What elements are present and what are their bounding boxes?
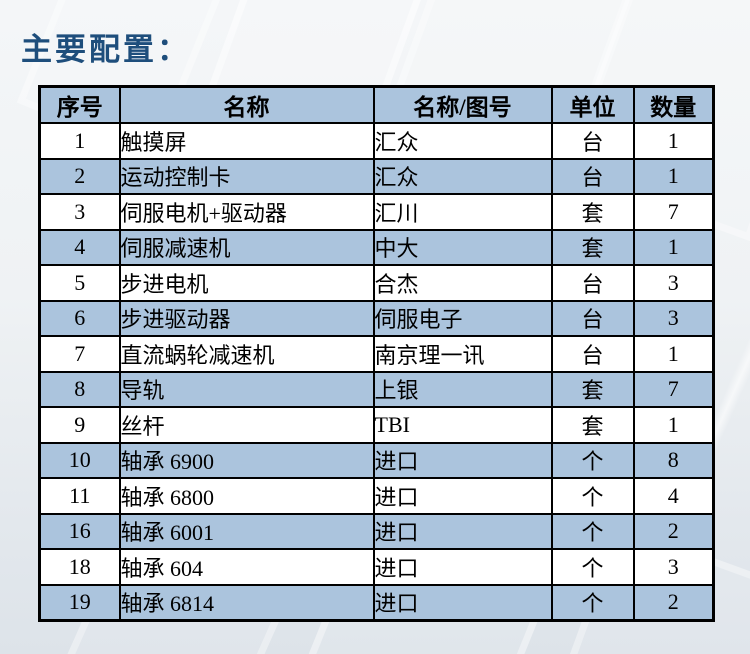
table-cell: 进口 <box>372 548 553 586</box>
table-cell: 2 <box>632 583 715 621</box>
table-cell: 7 <box>632 370 715 408</box>
table-cell: 10 <box>38 441 121 479</box>
table-cell: 套 <box>550 370 635 408</box>
table-cell: 1 <box>38 122 121 160</box>
table-cell: 直流蜗轮减速机 <box>118 335 375 373</box>
table-row: 19 轴承 6814 进口个 2 <box>38 583 715 621</box>
table-cell: 台 <box>550 299 635 337</box>
table-row: 18 轴承 604 进口个 3 <box>38 548 715 586</box>
config-table: 序号 名称 名称/图号 单位 数量 1 触摸屏 汇众台 1 2 运动控制卡 汇众台 1 3 伺服电机+驱动… <box>38 85 715 622</box>
table-row: 4 伺服减速机 中大套 1 <box>38 228 715 266</box>
table-cell: 个 <box>550 512 635 550</box>
table-cell: 轴承 6800 <box>118 477 375 515</box>
table-cell: 步进电机 <box>118 264 375 302</box>
table-row: 3 伺服电机+驱动器 汇川套 7 <box>38 193 715 231</box>
table-cell: 1 <box>632 406 715 444</box>
table-cell: 触摸屏 <box>118 122 375 160</box>
table-cell: 个 <box>550 477 635 515</box>
table-cell: 套 <box>550 228 635 266</box>
table-row: 16 轴承 6001 进口个 2 <box>38 512 715 550</box>
table-cell: 7 <box>632 193 715 231</box>
table-cell: 丝杆 <box>118 406 375 444</box>
table-cell: 步进驱动器 <box>118 299 375 337</box>
table-cell: 个 <box>550 548 635 586</box>
table-row: 11 轴承 6800 进口个 4 <box>38 477 715 515</box>
table-cell: 汇众 <box>372 157 553 195</box>
table-cell: 11 <box>38 477 121 515</box>
table-row: 10 轴承 6900 进口个 8 <box>38 441 715 479</box>
table-cell: 5 <box>38 264 121 302</box>
table-cell: 19 <box>38 583 121 621</box>
table-head: 序号 名称 名称/图号 单位 数量 <box>38 85 715 124</box>
table-row: 2 运动控制卡 汇众台 1 <box>38 157 715 195</box>
table-cell: 进口 <box>372 512 553 550</box>
table-cell: 6 <box>38 299 121 337</box>
header-cell: 序号 <box>38 85 121 124</box>
table-cell: 个 <box>550 441 635 479</box>
table-cell: 1 <box>632 335 715 373</box>
table-cell: 3 <box>632 299 715 337</box>
table-row: 8 导轨 上银套 7 <box>38 370 715 408</box>
table-body: 1 触摸屏 汇众台 1 2 运动控制卡 汇众台 1 3 伺服电机+驱动器 汇川套 7 4 伺服减速机 中大套… <box>38 122 715 621</box>
table-cell: 轴承 6814 <box>118 583 375 621</box>
table-row: 1 触摸屏 汇众台 1 <box>38 122 715 160</box>
table-cell: 伺服电机+驱动器 <box>118 193 375 231</box>
header-cell: 名称/图号 <box>372 85 553 124</box>
table-cell: TBI <box>372 406 553 444</box>
table-cell: 运动控制卡 <box>118 157 375 195</box>
header-cell: 单位 <box>550 85 635 124</box>
table-row: 5 步进电机 合杰台 3 <box>38 264 715 302</box>
table-cell: 2 <box>632 512 715 550</box>
table-cell: 套 <box>550 193 635 231</box>
header-cell: 名称 <box>118 85 375 124</box>
table-cell: 7 <box>38 335 121 373</box>
table-cell: 4 <box>632 477 715 515</box>
table-cell: 轴承 604 <box>118 548 375 586</box>
table-cell: 台 <box>550 122 635 160</box>
table-cell: 9 <box>38 406 121 444</box>
table-cell: 上银 <box>372 370 553 408</box>
table-cell: 16 <box>38 512 121 550</box>
table-cell: 轴承 6001 <box>118 512 375 550</box>
table-cell: 1 <box>632 122 715 160</box>
table-header-row: 序号 名称 名称/图号 单位 数量 <box>38 85 715 124</box>
table-cell: 中大 <box>372 228 553 266</box>
page-title: 主要配置： <box>21 32 191 67</box>
table-cell: 伺服减速机 <box>118 228 375 266</box>
table-cell: 3 <box>38 193 121 231</box>
table-cell: 导轨 <box>118 370 375 408</box>
table-cell: 伺服电子 <box>372 299 553 337</box>
table-cell: 8 <box>632 441 715 479</box>
table-row: 6 步进驱动器 伺服电子台 3 <box>38 299 715 337</box>
table-cell: 进口 <box>372 583 553 621</box>
table-cell: 个 <box>550 583 635 621</box>
table-cell: 台 <box>550 264 635 302</box>
header-cell: 数量 <box>632 85 715 124</box>
table-cell: 8 <box>38 370 121 408</box>
table-cell: 进口 <box>372 441 553 479</box>
table-row: 7 直流蜗轮减速机 南京理一讯台 1 <box>38 335 715 373</box>
table-cell: 汇川 <box>372 193 553 231</box>
table-cell: 4 <box>38 228 121 266</box>
table-row: 9 丝杆 TBI 套 1 <box>38 406 715 444</box>
table-cell: 18 <box>38 548 121 586</box>
table-cell: 3 <box>632 548 715 586</box>
table-cell: 合杰 <box>372 264 553 302</box>
table-cell: 2 <box>38 157 121 195</box>
table-cell: 套 <box>550 406 635 444</box>
table-cell: 进口 <box>372 477 553 515</box>
table-cell: 台 <box>550 157 635 195</box>
table-cell: 汇众 <box>372 122 553 160</box>
table-cell: 1 <box>632 228 715 266</box>
table-cell: 台 <box>550 335 635 373</box>
table-cell: 南京理一讯 <box>372 335 553 373</box>
table-cell: 轴承 6900 <box>118 441 375 479</box>
table-cell: 1 <box>632 157 715 195</box>
table-cell: 3 <box>632 264 715 302</box>
